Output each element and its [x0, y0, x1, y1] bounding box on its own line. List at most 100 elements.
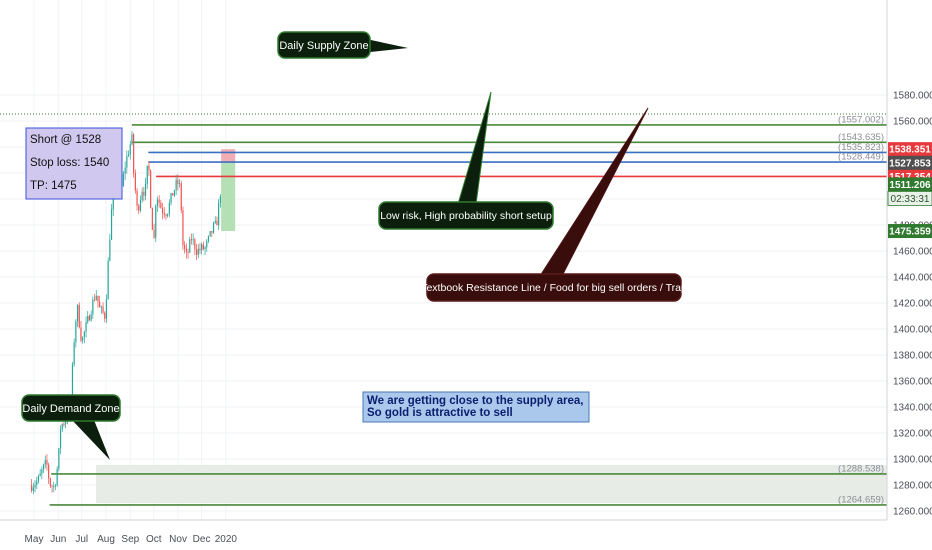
candle-body — [32, 487, 34, 491]
level-label: (1557.002) — [838, 114, 884, 125]
comment-line-2: So gold is attractive to sell — [367, 407, 513, 419]
short-setup-pointer — [457, 91, 492, 205]
price-badge-label: 1475.359 — [889, 227, 931, 238]
candle-body — [126, 156, 128, 168]
price-tick-label: 1440.000 — [893, 273, 932, 284]
price-tick-label: 1260.000 — [893, 507, 932, 518]
stop-loss-zone[interactable] — [221, 149, 236, 163]
candle-body — [190, 239, 193, 241]
candle-body — [175, 179, 177, 191]
candle-body — [211, 231, 213, 233]
callout-text: Textbook Resistance Line / Food for big … — [421, 282, 687, 294]
time-tick-label: Nov — [169, 534, 187, 545]
candle-body — [184, 245, 186, 249]
price-badge-label: 1538.351 — [889, 145, 931, 156]
time-tick-label: Jul — [75, 534, 88, 545]
take-profit-zone[interactable] — [221, 162, 236, 232]
price-axis[interactable]: 1260.000 1280.000 1300.000 1320.000 1340.000… — [886, 0, 932, 520]
candle-body — [204, 247, 206, 250]
price-tick-label: 1560.000 — [893, 117, 932, 128]
candle-body — [131, 134, 133, 145]
price-badge[interactable] — [888, 155, 932, 170]
candle-body — [41, 469, 43, 474]
candle-body — [63, 424, 65, 425]
candle-body — [104, 312, 106, 319]
level-label: (1288.538) — [838, 463, 884, 474]
candle-body — [124, 167, 126, 174]
time-tick-label: Sep — [121, 534, 139, 545]
candle-body — [161, 208, 164, 213]
candle-body — [112, 190, 114, 210]
time-tick-label: Dec — [193, 534, 211, 545]
candle-body — [44, 460, 46, 465]
price-tick-label: 1340.000 — [893, 403, 932, 414]
level-label: (1264.659) — [838, 494, 884, 505]
price-tick-label: 1580.000 — [893, 91, 932, 102]
candle-body — [139, 200, 142, 211]
callout-resistance-line: Textbook Resistance Line / Food for big … — [421, 273, 687, 302]
candle-body — [127, 154, 130, 157]
candle-body — [87, 315, 89, 323]
callout-text: Daily Supply Zone — [279, 40, 368, 52]
candle-body — [150, 170, 152, 209]
price-badge-label: 1527.853 — [889, 158, 931, 169]
candle-body — [76, 304, 79, 322]
candle-body — [209, 231, 211, 237]
candle-body — [80, 327, 82, 341]
candle-body — [105, 299, 108, 319]
countdown-label: 02:33:31 — [891, 194, 930, 205]
candle-body — [167, 214, 169, 216]
candle-body — [168, 202, 170, 215]
price-badge[interactable] — [888, 142, 932, 157]
candle-body — [39, 473, 41, 477]
level-label: (1543.635) — [838, 132, 884, 143]
candle-body — [180, 183, 182, 211]
analysis-comment: We are getting close to the supply area,… — [362, 391, 590, 423]
candle-body — [65, 421, 67, 425]
candle-body — [170, 193, 172, 203]
price-tick-label: 1380.000 — [893, 351, 932, 362]
candle-body — [216, 220, 218, 226]
candle-body — [214, 220, 216, 223]
candle-body — [136, 190, 138, 206]
candle-body — [78, 304, 80, 328]
grid-lines — [0, 0, 887, 520]
candle-body — [192, 239, 194, 241]
candle-body — [156, 199, 159, 206]
price-badge[interactable] — [888, 224, 932, 239]
time-axis[interactable]: May Jun Jul Aug Sep Oct Nov Dec 2020 — [0, 519, 932, 550]
candle-body — [173, 190, 176, 196]
candle-body — [194, 239, 196, 250]
candle-body — [71, 364, 74, 401]
candle-body — [148, 165, 150, 171]
candle-body — [206, 241, 208, 248]
price-badge[interactable] — [888, 177, 932, 192]
candle-body — [46, 460, 48, 465]
note-line-stop: Stop loss: 1540 — [30, 157, 109, 169]
candle-body — [160, 202, 162, 209]
candle-body — [110, 209, 113, 240]
callout-text: Low risk, High probability short setup — [380, 210, 552, 222]
candle-body — [31, 485, 33, 491]
candles — [31, 131, 221, 495]
comment-line-1: We are getting close to the supply area, — [367, 395, 583, 407]
level-lines[interactable]: (1557.002) (1543.635)(1535.823)(1528.449)… — [49, 114, 887, 506]
candle-body — [85, 322, 87, 332]
candle-body — [58, 448, 60, 469]
callout-text: Daily Demand Zone — [22, 403, 119, 415]
candle-body — [99, 301, 101, 308]
time-tick-label: Oct — [146, 534, 162, 545]
price-tick-label: 1460.000 — [893, 247, 932, 258]
candle-body — [107, 260, 109, 300]
candle-body — [109, 239, 111, 261]
candle-body — [143, 191, 145, 196]
candle-body — [37, 476, 40, 482]
candle-body — [73, 342, 75, 365]
candle-body — [95, 295, 97, 301]
price-tick-label: 1280.000 — [893, 481, 932, 492]
price-tick-label: 1400.000 — [893, 325, 932, 336]
candle-body — [88, 315, 91, 321]
candle-body — [56, 468, 58, 486]
demand-zone-pointer — [72, 420, 110, 460]
